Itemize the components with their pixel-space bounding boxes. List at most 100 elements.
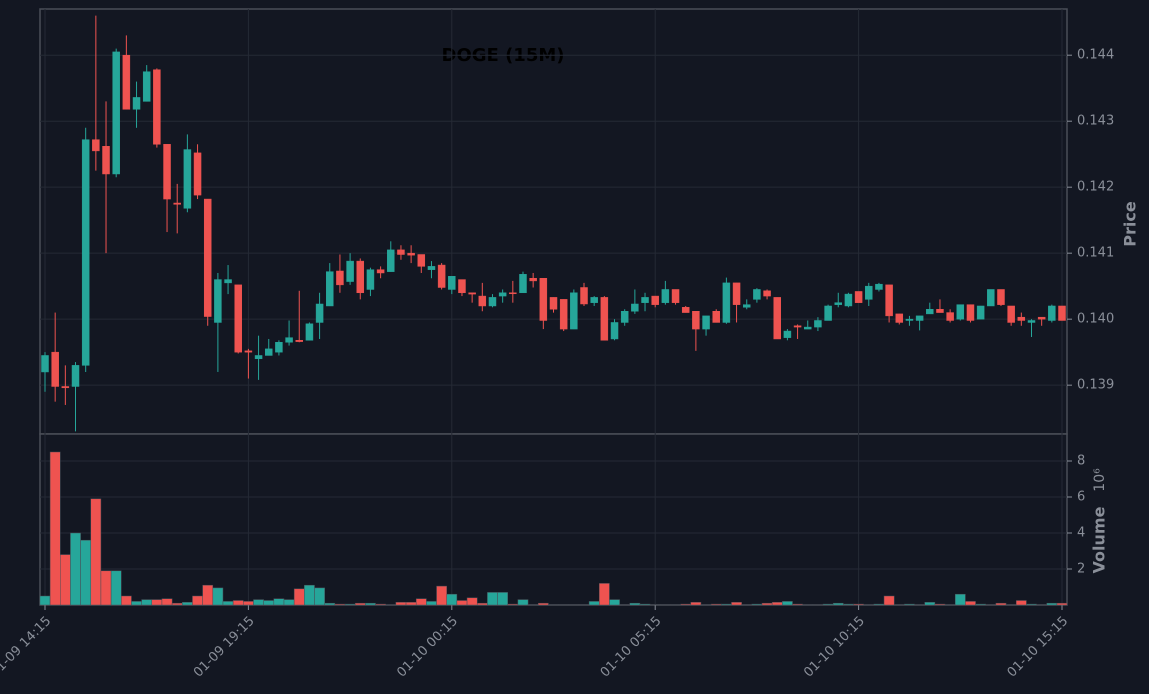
candle-body xyxy=(264,348,273,356)
candle-body xyxy=(692,311,700,330)
volume-bar xyxy=(436,585,447,606)
volume-bar xyxy=(415,598,427,606)
candle-body xyxy=(458,279,466,294)
volume-bar xyxy=(70,532,81,606)
candle-body xyxy=(966,304,975,321)
volume-bar xyxy=(202,584,214,606)
y2-tick-label: 4 xyxy=(1077,526,1085,541)
volume-bar xyxy=(1026,603,1037,606)
volume-bar xyxy=(690,602,702,606)
volume-panel xyxy=(39,433,1068,606)
candle-body xyxy=(926,309,934,315)
volume-bar xyxy=(334,603,346,606)
volume-bar xyxy=(761,602,773,606)
candle-body xyxy=(315,303,324,323)
volume-bar xyxy=(60,554,71,606)
volume-bar xyxy=(751,603,763,606)
volume-bar xyxy=(263,600,275,606)
candle-body xyxy=(824,305,832,321)
volume-bar xyxy=(639,603,651,606)
candle-body xyxy=(366,269,375,290)
volume-bar xyxy=(304,584,315,606)
candle-body xyxy=(1048,305,1056,321)
x-tick-label: 01-10 10:15 xyxy=(801,614,868,681)
candle-body xyxy=(610,322,619,340)
volume-bar xyxy=(365,602,376,606)
volume-bar xyxy=(710,603,722,606)
candle-body xyxy=(600,297,609,341)
volume-bar xyxy=(771,602,783,606)
candle-body xyxy=(590,297,598,303)
volume-bar xyxy=(1015,600,1027,606)
candle-body xyxy=(529,278,537,282)
candle-body xyxy=(834,302,843,305)
candle-body xyxy=(1037,316,1046,320)
volume-bar xyxy=(171,602,183,606)
candle-body xyxy=(448,276,456,290)
candle-body xyxy=(875,283,883,290)
volume-bar xyxy=(1046,602,1058,606)
y-tick-label: 0.139 xyxy=(1077,378,1114,393)
candle-body xyxy=(661,289,670,303)
candle-body xyxy=(814,320,822,328)
candle-body xyxy=(193,152,202,196)
volume-bar xyxy=(924,602,936,606)
volume-bar xyxy=(324,602,336,606)
volume-bar xyxy=(629,602,641,606)
x-tick-label: 01-09 19:15 xyxy=(191,614,258,681)
candle-body xyxy=(1058,305,1066,321)
volume-bar xyxy=(822,603,834,606)
candle-body xyxy=(804,326,812,330)
volume-bar xyxy=(121,595,132,606)
candle-body xyxy=(173,202,181,205)
candle-body xyxy=(702,315,710,330)
volume-bar xyxy=(426,601,437,606)
candle-body xyxy=(1007,305,1015,323)
volume-bar xyxy=(507,603,519,606)
candle-body xyxy=(153,69,161,145)
candle-body xyxy=(651,295,659,305)
volume-bar xyxy=(731,602,742,606)
volume-bar xyxy=(537,602,549,606)
volume-bar xyxy=(39,595,51,606)
candle-body xyxy=(844,293,853,307)
candle-body xyxy=(346,260,354,282)
volume-bar xyxy=(680,603,692,606)
volume-bar xyxy=(995,602,1007,606)
candle-body xyxy=(549,297,558,310)
candle-body xyxy=(336,270,344,286)
candle-body xyxy=(519,274,527,294)
candle-body xyxy=(275,342,283,353)
candle-body xyxy=(987,289,995,307)
x-tick-label: 01-10 15:15 xyxy=(1005,614,1072,681)
candle-body xyxy=(671,289,680,303)
y-axis-label: Price xyxy=(1121,201,1140,247)
volume-bar xyxy=(466,597,478,606)
volume-bar xyxy=(721,603,732,606)
y2-tick-label: 8 xyxy=(1077,454,1085,469)
volume-bar xyxy=(832,602,844,606)
candle-body xyxy=(509,292,517,295)
candle-body xyxy=(865,285,873,300)
candle-body xyxy=(905,318,914,321)
volume-bar xyxy=(131,601,142,606)
candle-body xyxy=(641,297,649,303)
candle-body xyxy=(722,282,731,323)
candle-body xyxy=(407,252,415,256)
volume-bar xyxy=(90,498,102,606)
volume-bar xyxy=(293,588,305,606)
volume-bar xyxy=(446,593,458,606)
candle-body xyxy=(41,355,49,373)
candle-body xyxy=(326,271,334,307)
candle-body xyxy=(417,254,426,267)
volume-bar xyxy=(975,603,986,606)
volume-bar xyxy=(354,602,366,606)
candle-body xyxy=(387,249,395,272)
volume-bar xyxy=(222,601,234,606)
volume-bar xyxy=(110,570,122,606)
volume-bar xyxy=(161,598,173,606)
candle-body xyxy=(254,355,263,360)
volume-bar xyxy=(954,593,966,606)
volume-bar xyxy=(934,603,946,606)
volume-bar xyxy=(395,602,407,606)
